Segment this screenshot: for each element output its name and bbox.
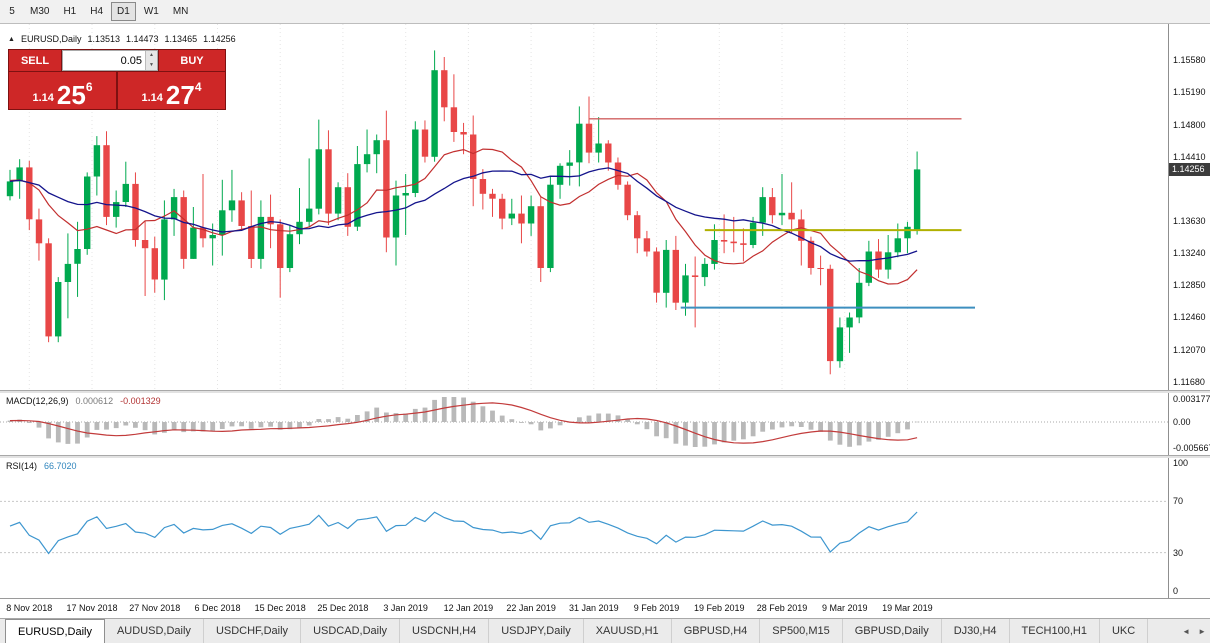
date-tick: 19 Mar 2019 [882,603,933,613]
date-tick: 25 Dec 2018 [317,603,369,613]
tab-gbpusd-daily[interactable]: GBPUSD,Daily [843,619,942,643]
main-chart-panel: ▲ EURUSD,Daily 1.13513 1.14473 1.13465 1… [0,24,1210,390]
macd-axis-label: -0.005667 [1173,443,1210,453]
ohlc-close: 1.14256 [203,34,236,44]
price-tick: 1.15190 [1173,87,1206,98]
tab-gbpusd-h4[interactable]: GBPUSD,H4 [672,619,761,643]
ohlc-open: 1.13513 [87,34,120,44]
rsi-plot-area[interactable]: RSI(14) 66.7020 [0,458,1168,598]
volume-control: ▲ ▼ [62,50,158,71]
macd-canvas[interactable] [0,393,1168,455]
date-tick: 17 Nov 2018 [66,603,118,613]
macd-main-value: 0.000612 [75,396,114,406]
tab-scroll-arrows: ◄ ► [1172,620,1210,643]
date-tick: 3 Jan 2019 [383,603,428,613]
tab-scroll-right-button[interactable]: ► [1198,627,1206,636]
price-tick: 1.12850 [1173,280,1206,291]
price-tick: 1.13630 [1173,216,1206,226]
macd-axis[interactable]: 0.003177 0.00 -0.005667 [1168,393,1210,455]
volume-increment-button[interactable]: ▲ [146,51,157,61]
rsi-canvas[interactable] [0,458,1168,598]
price-tick: 1.12070 [1173,344,1206,355]
buy-price-display[interactable]: 1.14 27 4 [118,72,225,109]
tab-usdchf-daily[interactable]: USDCHF,Daily [204,619,302,643]
date-tick: 12 Jan 2019 [443,603,494,613]
date-tick: 9 Mar 2019 [821,603,868,613]
rsi-axis-label: 30 [1173,547,1184,558]
rsi-label: RSI(14) 66.7020 [6,461,77,471]
timeframe-button-5[interactable]: 5 [2,2,22,21]
tab-xauusd-h1[interactable]: XAUUSD,H1 [584,619,672,643]
sell-button[interactable]: SELL [9,50,61,71]
date-tick: 28 Feb 2019 [756,603,808,613]
rsi-axis-label: 70 [1173,496,1184,507]
date-tick: 6 Dec 2018 [194,603,241,613]
timeframe-button-d1[interactable]: D1 [111,2,136,21]
timeframe-toolbar: 5 M30 H1 H4 D1 W1 MN [0,0,1210,24]
price-chart-canvas[interactable] [0,24,1168,390]
one-click-toggle-icon[interactable]: ▲ [8,35,15,43]
ohlc-high: 1.14473 [126,34,159,44]
current-price-tag: 1.14256 [1169,162,1210,176]
symbol-info-line: ▲ EURUSD,Daily 1.13513 1.14473 1.13465 1… [8,34,236,44]
macd-panel: MACD(12,26,9) 0.000612 -0.001329 0.00317… [0,393,1210,455]
tab-ukc[interactable]: UKC [1100,619,1149,643]
tab-usdcad-daily[interactable]: USDCAD,Daily [301,619,401,643]
volume-input[interactable] [62,50,158,71]
timeframe-button-h1[interactable]: H1 [57,2,83,21]
chart-tab-bar: EURUSD,Daily AUDUSD,Daily USDCHF,Daily USDC… [0,618,1210,643]
rsi-value: 66.7020 [44,461,77,471]
tab-dj30-h4[interactable]: DJ30,H4 [942,619,1010,643]
date-axis[interactable]: 8 Nov 2018 17 Nov 2018 27 Nov 2018 6 Dec 20… [0,598,1210,618]
rsi-panel: RSI(14) 66.7020 100 70 30 0 [0,458,1210,598]
date-tick: 19 Feb 2019 [693,603,745,613]
price-tick: 1.11680 [1173,376,1205,387]
tab-eurusd-daily[interactable]: EURUSD,Daily [5,619,105,643]
price-tick: 1.14410 [1173,151,1206,162]
buy-button[interactable]: BUY [159,50,225,71]
macd-label: MACD(12,26,9) 0.000612 -0.001329 [6,396,161,406]
tab-scroll-left-button[interactable]: ◄ [1182,627,1191,636]
price-axis[interactable]: 1.15580 1.15190 1.14800 1.14410 1.13630 1.132… [1168,24,1210,390]
price-tick: 1.15580 [1173,55,1206,66]
macd-plot-area[interactable]: MACD(12,26,9) 0.000612 -0.001329 [0,393,1168,455]
rsi-axis-label: 100 [1173,458,1189,468]
date-tick: 15 Dec 2018 [254,603,306,613]
timeframe-button-m30[interactable]: M30 [24,2,56,21]
panel-divider[interactable] [0,390,1210,393]
date-tick: 31 Jan 2019 [569,603,619,613]
rsi-axis-label: 0 [1173,586,1179,596]
sell-price-display[interactable]: 1.14 25 6 [9,72,116,109]
price-tick: 1.13240 [1173,248,1206,259]
date-tick: 9 Feb 2019 [633,603,680,613]
macd-signal-value: -0.001329 [120,396,161,406]
tab-tech100-h1[interactable]: TECH100,H1 [1010,619,1100,643]
macd-axis-label: 0.00 [1173,416,1191,427]
volume-decrement-button[interactable]: ▼ [146,60,157,70]
macd-axis-label: 0.003177 [1173,394,1210,404]
price-tick: 1.14800 [1173,119,1206,130]
one-click-trading-panel: SELL ▲ ▼ BUY 1.14256 1.142 [8,49,226,110]
date-tick: 8 Nov 2018 [6,603,53,613]
rsi-axis[interactable]: 100 70 30 0 [1168,458,1210,598]
ohlc-low: 1.13465 [164,34,198,44]
timeframe-button-mn[interactable]: MN [166,2,195,21]
panel-divider[interactable] [0,455,1210,458]
date-tick: 22 Jan 2019 [506,603,556,613]
price-tick: 1.12460 [1173,312,1206,323]
price-chart-plot-area[interactable]: ▲ EURUSD,Daily 1.13513 1.14473 1.13465 1… [0,24,1168,390]
timeframe-button-w1[interactable]: W1 [137,2,165,21]
tab-usdjpy-daily[interactable]: USDJPY,Daily [489,619,584,643]
tab-audusd-daily[interactable]: AUDUSD,Daily [105,619,204,643]
symbol-label: EURUSD,Daily [20,34,82,44]
tab-usdcnh-h4[interactable]: USDCNH,H4 [400,619,490,643]
tab-sp500-m15[interactable]: SP500,M15 [760,619,843,643]
timeframe-button-h4[interactable]: H4 [84,2,110,21]
date-tick: 27 Nov 2018 [129,603,181,613]
